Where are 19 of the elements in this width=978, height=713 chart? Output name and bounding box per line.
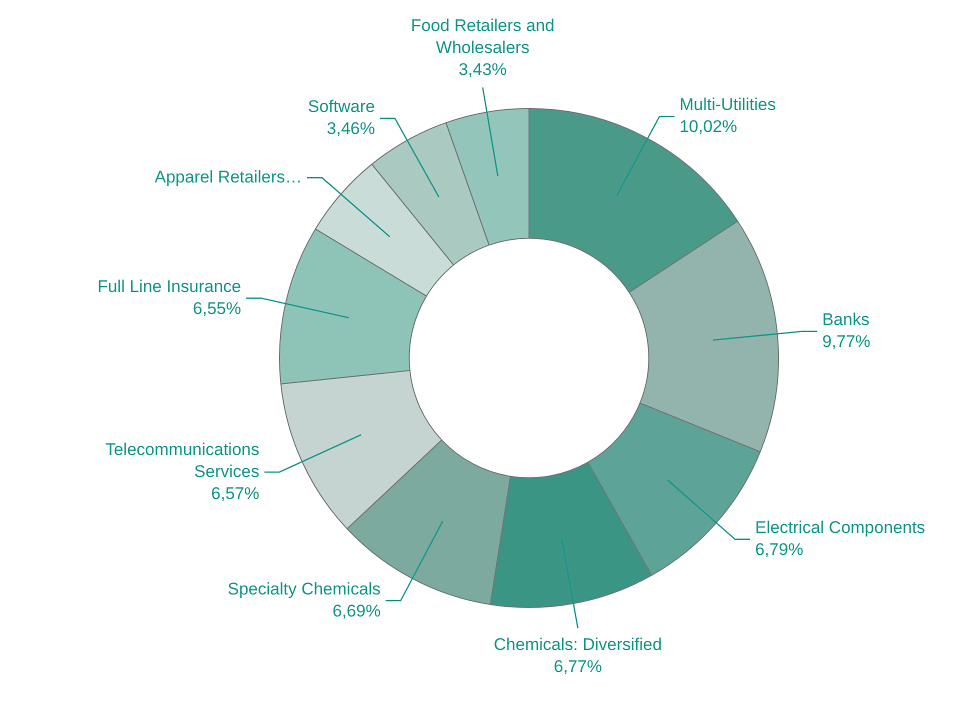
slice-label: Electrical Components xyxy=(755,518,926,537)
data-label: 3,46% xyxy=(326,119,375,138)
data-label: 6,77% xyxy=(554,656,602,676)
data-label: 9,77% xyxy=(822,332,870,352)
data-label: 3,43% xyxy=(458,60,507,80)
data-label: 6,69% xyxy=(332,601,381,620)
slice-label: Telecommunications Services xyxy=(105,440,260,481)
slice-label: Chemicals: Diversified xyxy=(494,634,662,654)
data-label: 10,02% xyxy=(679,117,738,136)
slice-label: Full Line Insurance xyxy=(97,276,242,296)
slice-label: Apparel Retailers… xyxy=(154,167,302,186)
slice-label: Banks xyxy=(822,310,870,330)
data-label: 6,79% xyxy=(755,540,804,559)
data-label: 6,57% xyxy=(211,484,260,503)
slice-label: Specialty Chemicals xyxy=(228,579,381,598)
slice-label: Multi-Utilities xyxy=(679,95,776,114)
slice-label: Software xyxy=(308,97,375,116)
data-label: 6,55% xyxy=(192,298,242,318)
slice-label: Food Retailers and Wholesalers xyxy=(410,16,554,58)
